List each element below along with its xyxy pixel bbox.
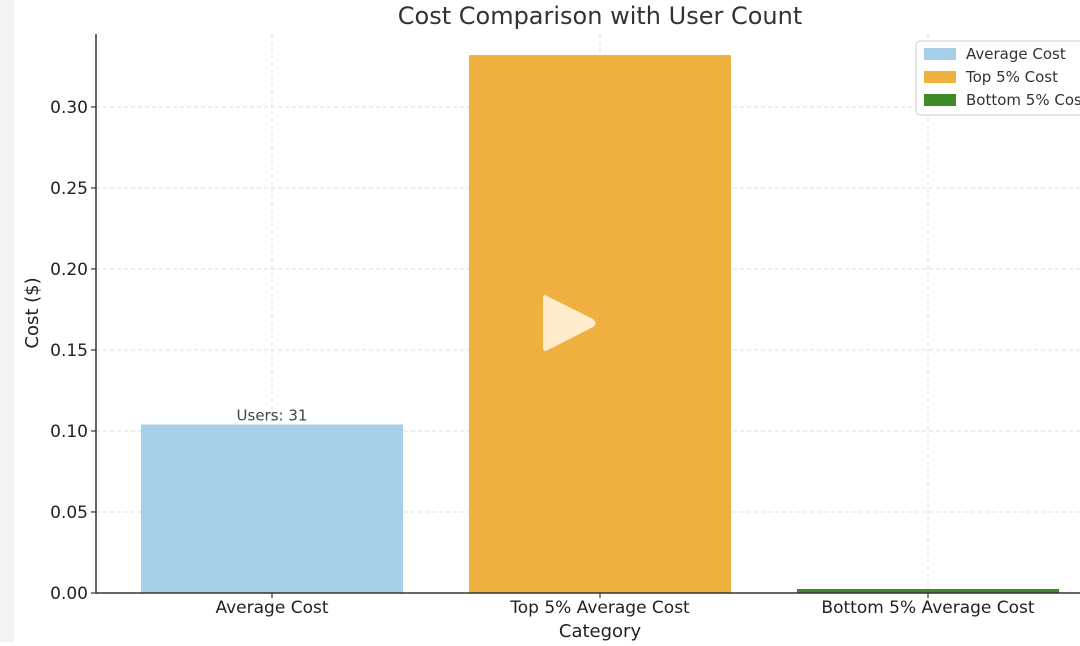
annotations: Users: 31	[237, 406, 308, 424]
play-icon[interactable]	[543, 295, 596, 351]
legend-label: Average Cost	[966, 45, 1066, 63]
legend-swatch	[924, 48, 956, 60]
y-tick-label: 0.20	[50, 260, 88, 280]
y-tick-label: 0.25	[50, 179, 88, 199]
bars	[141, 55, 1059, 593]
bar-bottom-5-average-cost	[797, 589, 1059, 593]
y-tick-label: 0.05	[50, 503, 88, 523]
legend-swatch	[924, 71, 956, 83]
x-tick-label: Bottom 5% Average Cost	[821, 598, 1034, 618]
y-axis-label: Cost ($)	[22, 277, 43, 348]
bar-annotation: Users: 31	[237, 406, 308, 424]
y-tick-label: 0.15	[50, 341, 88, 361]
legend-swatch	[924, 94, 956, 106]
x-tick-label: Average Cost	[215, 598, 328, 618]
bar-average-cost	[141, 424, 403, 593]
legend-box	[915, 40, 1080, 116]
legend-label: Top 5% Cost	[965, 68, 1058, 86]
axes	[95, 34, 1080, 594]
bar-top-5-average-cost	[469, 55, 731, 593]
y-tick-label: 0.10	[50, 422, 88, 442]
video-play-overlay[interactable]	[543, 295, 596, 351]
x-tick-label: Top 5% Average Cost	[509, 598, 690, 618]
legend: Average Cost Top 5% Cost Bottom 5% Cost	[915, 40, 1080, 116]
tick-labels: 0.00 0.05 0.10 0.15 0.20 0.25 0.30 Average Cost…	[50, 98, 1035, 618]
y-tick-label: 0.30	[50, 98, 88, 118]
x-axis-label: Category	[559, 621, 642, 642]
y-tick-label: 0.00	[50, 584, 88, 604]
left-edge-strip	[0, 0, 14, 642]
chart-title: Cost Comparison with User Count	[398, 2, 802, 30]
legend-label: Bottom 5% Cost	[966, 91, 1080, 109]
